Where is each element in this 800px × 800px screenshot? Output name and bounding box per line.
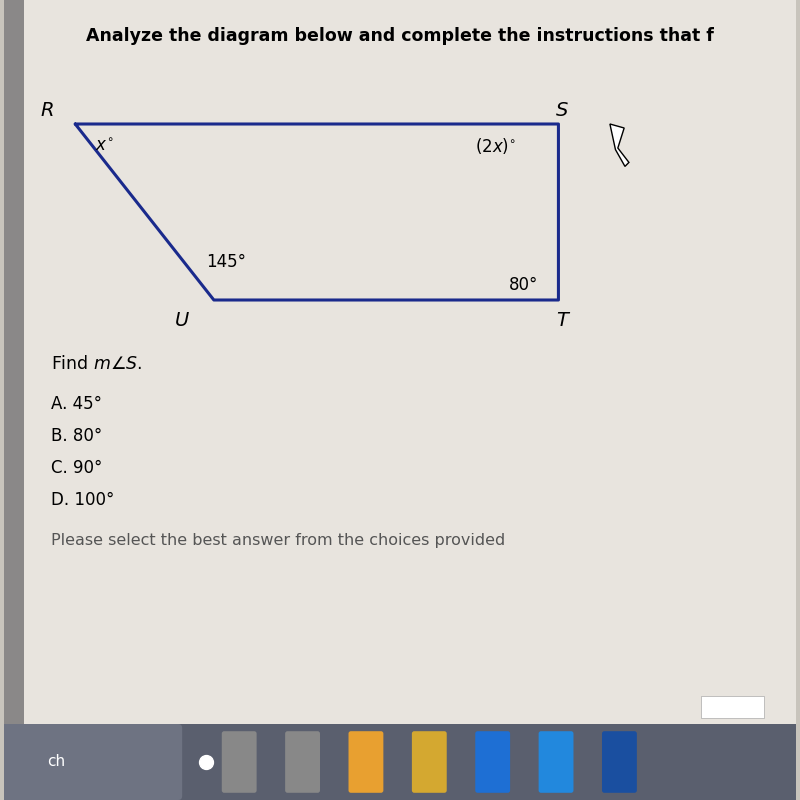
- Text: Find $m\angle S$.: Find $m\angle S$.: [51, 355, 143, 373]
- Polygon shape: [610, 124, 629, 166]
- Text: $x^{\circ}$: $x^{\circ}$: [95, 137, 114, 154]
- Text: Analyze the diagram below and complete the instructions that f: Analyze the diagram below and complete t…: [86, 27, 714, 45]
- Text: 80°: 80°: [510, 276, 538, 294]
- Text: A. 45°: A. 45°: [51, 395, 102, 413]
- Text: S: S: [556, 101, 569, 120]
- Text: T: T: [557, 310, 568, 330]
- Text: 145°: 145°: [206, 253, 246, 270]
- Text: $(2x)^{\circ}$: $(2x)^{\circ}$: [475, 135, 516, 155]
- FancyBboxPatch shape: [24, 0, 796, 724]
- Text: U: U: [175, 310, 190, 330]
- FancyBboxPatch shape: [4, 0, 24, 724]
- FancyBboxPatch shape: [285, 731, 320, 793]
- Text: ch: ch: [47, 754, 66, 769]
- FancyBboxPatch shape: [602, 731, 637, 793]
- Text: C. 90°: C. 90°: [51, 459, 103, 477]
- Text: B. 80°: B. 80°: [51, 427, 102, 445]
- Text: D. 100°: D. 100°: [51, 491, 115, 509]
- FancyBboxPatch shape: [412, 731, 446, 793]
- Text: R: R: [41, 101, 54, 120]
- FancyBboxPatch shape: [0, 724, 182, 800]
- FancyBboxPatch shape: [222, 731, 257, 793]
- FancyBboxPatch shape: [475, 731, 510, 793]
- FancyBboxPatch shape: [4, 724, 796, 800]
- FancyBboxPatch shape: [349, 731, 383, 793]
- FancyBboxPatch shape: [538, 731, 574, 793]
- Text: Please select the best answer from the choices provided: Please select the best answer from the c…: [51, 533, 506, 547]
- FancyBboxPatch shape: [701, 696, 764, 718]
